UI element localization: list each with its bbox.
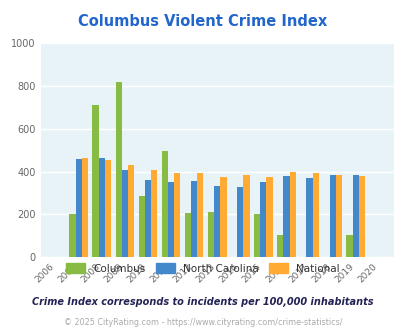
Bar [220, 177, 226, 257]
Legend: Columbus, North Carolina, National: Columbus, North Carolina, National [66, 263, 339, 274]
Bar [243, 175, 249, 257]
Bar [329, 175, 335, 257]
Bar [128, 165, 134, 257]
Text: Crime Index corresponds to incidents per 100,000 inhabitants: Crime Index corresponds to incidents per… [32, 297, 373, 307]
Bar [81, 158, 88, 257]
Bar [184, 214, 190, 257]
Bar [260, 182, 266, 257]
Bar [168, 182, 174, 257]
Text: Columbus Violent Crime Index: Columbus Violent Crime Index [78, 14, 327, 29]
Bar [98, 158, 104, 257]
Bar [190, 181, 197, 257]
Bar [92, 105, 98, 257]
Bar [69, 214, 75, 257]
Bar [161, 151, 168, 257]
Bar [145, 180, 151, 257]
Bar [138, 196, 145, 257]
Bar [254, 214, 260, 257]
Bar [283, 176, 289, 257]
Bar [237, 187, 243, 257]
Bar [207, 213, 213, 257]
Bar [151, 170, 157, 257]
Text: © 2025 CityRating.com - https://www.cityrating.com/crime-statistics/: © 2025 CityRating.com - https://www.city… [64, 318, 341, 327]
Bar [174, 173, 180, 257]
Bar [345, 235, 352, 257]
Bar [122, 170, 128, 257]
Bar [277, 235, 283, 257]
Bar [352, 175, 358, 257]
Bar [213, 185, 220, 257]
Bar [358, 176, 364, 257]
Bar [335, 175, 341, 257]
Bar [75, 159, 82, 257]
Bar [289, 172, 295, 257]
Bar [312, 173, 318, 257]
Bar [266, 177, 272, 257]
Bar [197, 173, 203, 257]
Bar [104, 160, 111, 257]
Bar [115, 82, 122, 257]
Bar [306, 178, 312, 257]
